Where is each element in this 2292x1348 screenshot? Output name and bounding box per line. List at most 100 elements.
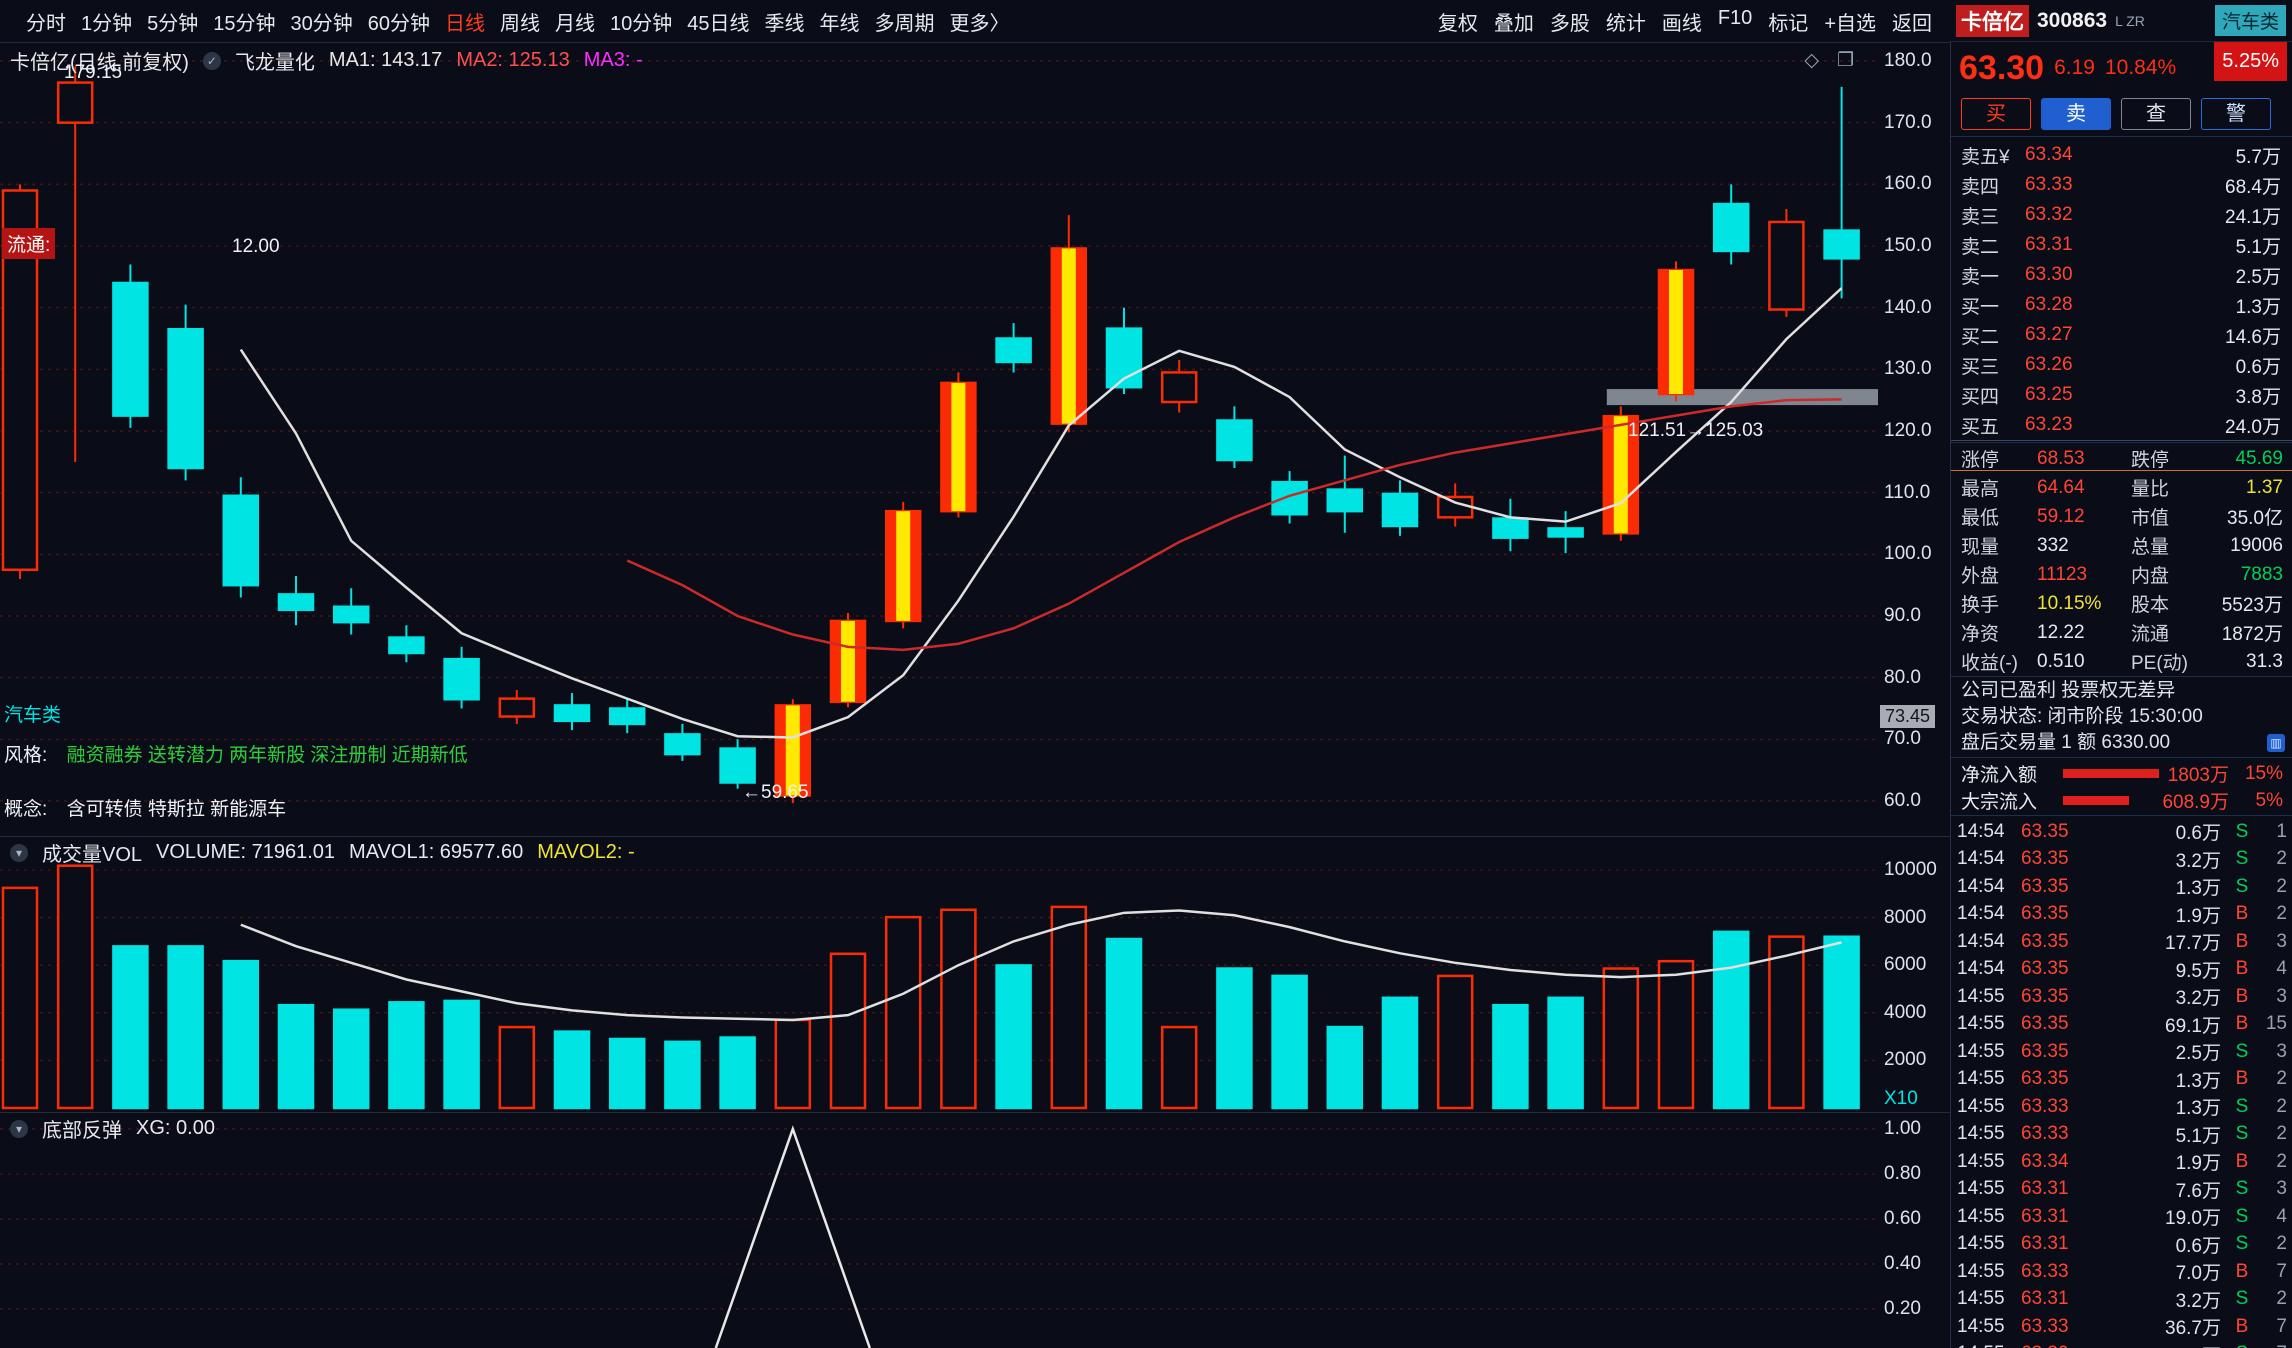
panel-divider	[1951, 442, 2292, 443]
period-menu-item[interactable]: 30分钟	[290, 12, 353, 35]
tick-volume: 17.7万	[2165, 933, 2221, 955]
detail-icon[interactable]: ▥	[2267, 734, 2285, 752]
period-menu-item[interactable]: 日线	[445, 12, 485, 35]
candle	[388, 636, 425, 655]
bid-row[interactable]: 买一 63.28 1.3万	[1951, 290, 2292, 320]
period-menu-item[interactable]: 月线	[555, 12, 595, 35]
tick-count: 2	[2276, 1068, 2287, 1090]
volume-bar	[1216, 967, 1253, 1110]
last-price-row: 63.30 6.19 10.84%	[1951, 44, 2292, 92]
axis-label: 170.0	[1884, 111, 1932, 133]
bid-row[interactable]: 买三 63.26 0.6万	[1951, 350, 2292, 380]
period-menu-item[interactable]: 1分钟	[81, 12, 133, 35]
trade-button[interactable]: 买	[1961, 98, 2031, 130]
ask-row[interactable]: 卖四 63.33 68.4万	[1951, 170, 2292, 200]
tick-time: 14:55	[1957, 1315, 2005, 1337]
period-menu-item[interactable]: 5分钟	[147, 12, 199, 35]
bid-row[interactable]: 买四 63.25 3.8万	[1951, 380, 2292, 410]
bid-row[interactable]: 买五 63.23 24.0万	[1951, 410, 2292, 440]
panel-layout-icon[interactable]: ❐	[1836, 50, 1854, 71]
toolbar-menu-item[interactable]: 叠加	[1493, 12, 1534, 35]
volume-bar	[1050, 905, 1088, 1110]
toolbar-menu-item[interactable]: +自选	[1824, 12, 1876, 35]
tick-price: 63.31	[2021, 1233, 2069, 1255]
stat-key: 市值	[2131, 508, 2170, 529]
industry-chip[interactable]: 汽车类	[2214, 5, 2286, 36]
toolbar-menu-item[interactable]: 统计	[1605, 12, 1646, 35]
trade-button[interactable]: 查	[2121, 98, 2191, 130]
ask-row[interactable]: 卖一 63.30 2.5万	[1951, 260, 2292, 290]
tick-row: 14:55 63.31 3.2万 S 2	[1951, 1286, 2292, 1314]
stat-row: 最高 64.64 量比 1.37	[1951, 473, 2292, 502]
stat-key: 涨停	[1961, 450, 2000, 471]
orderbook-level-label: 卖三	[1961, 206, 2000, 228]
status-note: 盘后交易量 1 额 6330.00 ▥	[1951, 730, 2292, 756]
tick-count: 7	[2276, 1260, 2287, 1282]
tick-row: 14:55 63.33 5.1万 S 2	[1951, 1121, 2292, 1149]
candle	[1492, 517, 1529, 539]
collapse-icon[interactable]: ▾	[10, 1119, 28, 1138]
diamond-icon[interactable]: ◇	[1804, 50, 1819, 71]
indicator-pane[interactable]	[0, 1112, 1878, 1348]
period-menu-item[interactable]: 45日线	[687, 12, 750, 35]
bid-row[interactable]: 买二 63.27 14.6万	[1951, 320, 2292, 350]
period-menu-item[interactable]: 更多〉	[949, 12, 1010, 35]
tick-row: 14:55 63.31 7.6万 S 3	[1951, 1176, 2292, 1204]
trade-button[interactable]: 卖	[2041, 98, 2111, 130]
period-menu-item[interactable]: 15分钟	[213, 12, 276, 35]
flow-label: 大宗流入	[1961, 792, 2038, 813]
volume-value: VOLUME: 71961.01	[156, 841, 336, 863]
stat-row: 外盘 11123 内盘 7883	[1951, 560, 2292, 589]
price-pane[interactable]	[0, 42, 1878, 842]
indicator-logo-icon[interactable]: ✓	[202, 51, 221, 70]
tick-list[interactable]: 14:54 63.35 0.6万 S 1 14:54 63.35 3.2万 S 2 14:54 63.…	[1951, 818, 2292, 1348]
trade-button[interactable]: 警	[2201, 98, 2271, 130]
volume-bar	[332, 1008, 370, 1110]
tick-side: B	[2235, 930, 2249, 952]
period-menu-item[interactable]: 多周期	[874, 12, 935, 35]
volume-pane-header: ▾ 成交量VOL VOLUME: 71961.01 MAVOL1: 69577.…	[10, 838, 635, 867]
tick-count: 2	[2276, 1233, 2287, 1255]
volume-unit-label: X10	[1884, 1088, 1918, 1109]
ask-row[interactable]: 卖三 63.32 24.1万	[1951, 200, 2292, 230]
tick-volume: 36.7万	[2165, 1318, 2221, 1340]
orderbook-volume: 3.8万	[2235, 386, 2281, 408]
period-menu-item[interactable]: 季线	[764, 12, 805, 35]
period-menu-item[interactable]: 10分钟	[610, 12, 673, 35]
overlay-indicator-name: 飞龙量化	[234, 52, 315, 74]
orderbook-price: 63.28	[2025, 294, 2073, 315]
candle	[1768, 220, 1805, 311]
tick-price: 63.35	[2021, 1013, 2069, 1035]
ask-row[interactable]: 卖二 63.31 5.1万	[1951, 230, 2292, 260]
volume-bar	[1712, 930, 1750, 1110]
toolbar-menu-item[interactable]: 返回	[1892, 12, 1932, 35]
status-notes: 公司已盈利 投票权无差异 交易状态: 闭市阶段 15:30:00 盘后交易量 1 额…	[1951, 678, 2292, 756]
tick-time: 14:55	[1957, 1095, 2005, 1117]
tick-price: 63.33	[2021, 1260, 2069, 1282]
period-menu-item[interactable]: 年线	[819, 12, 860, 35]
period-menu-item[interactable]: 周线	[500, 12, 540, 35]
stat-key: 换手	[1961, 595, 2000, 616]
ma2-label: MA2: 125.13	[456, 49, 570, 71]
toolbar-menu-item[interactable]: 多股	[1549, 12, 1590, 35]
period-menu-item[interactable]: 分时	[26, 12, 66, 35]
toolbar-menu-item[interactable]: F10	[1717, 6, 1753, 29]
volume-bar	[774, 1018, 812, 1110]
ask-row[interactable]: 卖五¥ 63.34 5.7万	[1951, 140, 2292, 170]
volume-bar	[167, 945, 204, 1110]
volume-bar	[1492, 1003, 1529, 1110]
volume-pane[interactable]	[0, 842, 1878, 1112]
period-menu-item[interactable]: 60分钟	[367, 12, 430, 35]
toolbar-menu-item[interactable]: 画线	[1661, 12, 1702, 35]
range-annotation: 121.51→125.03	[1628, 420, 1764, 441]
orderbook-price: 63.33	[2025, 174, 2073, 195]
toolbar-menu-item[interactable]: 标记	[1768, 12, 1809, 35]
tick-time: 14:55	[1957, 1040, 2005, 1062]
toolbar-menu-item[interactable]: 复权	[1437, 12, 1478, 35]
axis-label: 130.0	[1884, 358, 1932, 380]
collapse-icon[interactable]: ▾	[10, 843, 28, 862]
axis-label: 1.00	[1884, 1118, 1921, 1139]
axis-label: 110.0	[1884, 481, 1931, 503]
tick-row: 14:55 63.33 1.3万 S 2	[1951, 1093, 2292, 1121]
